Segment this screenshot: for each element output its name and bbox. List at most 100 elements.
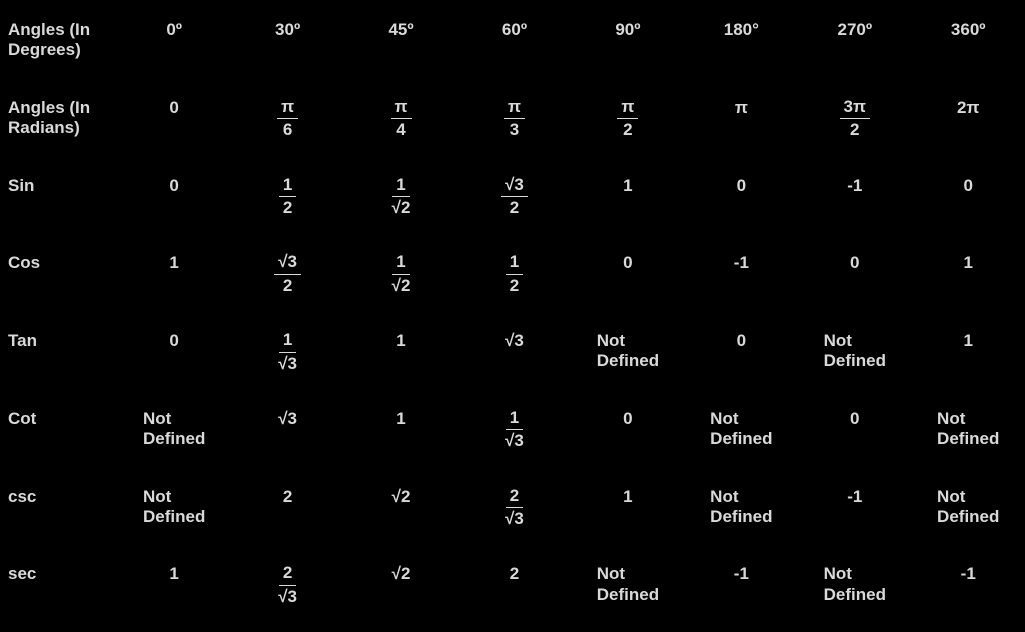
fraction-numerator: 1 xyxy=(392,253,409,275)
cell-value: 1 xyxy=(963,331,972,351)
fraction: π2 xyxy=(617,98,638,140)
table-cell: 0 xyxy=(117,98,230,118)
cell-value: -1 xyxy=(961,564,976,584)
row-header-label: Cot xyxy=(8,409,36,429)
table-row: cscNot Defined2√22√31Not Defined-1Not De… xyxy=(0,477,1025,555)
table-cell: -1 xyxy=(685,564,798,584)
fraction-denominator: 3 xyxy=(506,119,523,140)
table-cell: 3π2 xyxy=(798,98,911,140)
not-defined-label: Not Defined xyxy=(710,409,772,450)
table-cell: √2 xyxy=(344,487,457,507)
fraction-numerator: 3π xyxy=(840,98,870,120)
fraction-numerator: π xyxy=(504,98,525,120)
table-cell: Not Defined xyxy=(798,331,911,372)
table-cell: 1√2 xyxy=(344,253,457,295)
table-cell: 0 xyxy=(117,331,230,351)
cell-value: 1 xyxy=(623,176,632,196)
table-cell: -1 xyxy=(912,564,1025,584)
table-cell: Not Defined xyxy=(912,487,1025,528)
fraction-numerator: 1 xyxy=(506,253,523,275)
table-cell: -1 xyxy=(798,176,911,196)
fraction-denominator: 6 xyxy=(279,119,296,140)
table-cell: 0 xyxy=(117,176,230,196)
not-defined-label: Not Defined xyxy=(824,564,886,605)
table-cell: π3 xyxy=(458,98,571,140)
row-header-label: Cos xyxy=(8,253,40,273)
row-header: Tan xyxy=(0,331,117,351)
cell-value: 360º xyxy=(951,20,986,40)
cell-value: 0 xyxy=(169,331,178,351)
cell-value: 1 xyxy=(963,253,972,273)
row-header-label: Angles (In Radians) xyxy=(8,98,90,139)
row-header: Sin xyxy=(0,176,117,196)
table-cell: Not Defined xyxy=(571,331,684,372)
cell-value: √2 xyxy=(392,487,411,507)
row-header: sec xyxy=(0,564,117,584)
table-cell: Not Defined xyxy=(685,487,798,528)
fraction: 1√2 xyxy=(388,176,415,218)
row-header: csc xyxy=(0,487,117,507)
not-defined-label: Not Defined xyxy=(143,487,205,528)
cell-value: 0 xyxy=(850,409,859,429)
table-cell: Not Defined xyxy=(117,409,230,450)
table-cell: 0 xyxy=(685,331,798,351)
trig-table: Angles (In Degrees)0º30º45º60º90º180°270… xyxy=(0,0,1025,632)
row-header-label: csc xyxy=(8,487,36,507)
cell-value: 1 xyxy=(169,564,178,584)
fraction-numerator: 2 xyxy=(506,487,523,509)
fraction-denominator: √3 xyxy=(501,430,528,451)
cell-value: 0 xyxy=(737,176,746,196)
table-cell: 2π xyxy=(912,98,1025,118)
table-cell: 12 xyxy=(458,253,571,295)
table-cell: √2 xyxy=(344,564,457,584)
fraction: 3π2 xyxy=(840,98,870,140)
not-defined-label: Not Defined xyxy=(143,409,205,450)
cell-value: 90º xyxy=(615,20,640,40)
cell-value: 0 xyxy=(737,331,746,351)
fraction-denominator: √2 xyxy=(388,197,415,218)
table-row: Cos1√321√2120-101 xyxy=(0,243,1025,321)
cell-value: 1 xyxy=(623,487,632,507)
fraction-numerator: √3 xyxy=(274,253,301,275)
table-cell: Not Defined xyxy=(571,564,684,605)
table-cell: 0 xyxy=(571,409,684,429)
table-cell: 45º xyxy=(344,20,457,40)
fraction-denominator: 2 xyxy=(279,275,296,296)
fraction: 12 xyxy=(506,253,523,295)
table-cell: Not Defined xyxy=(798,564,911,605)
fraction: 12 xyxy=(279,176,296,218)
table-cell: Not Defined xyxy=(117,487,230,528)
cell-value: 30º xyxy=(275,20,300,40)
cell-value: √2 xyxy=(392,564,411,584)
fraction-denominator: √3 xyxy=(274,353,301,374)
fraction-numerator: 2 xyxy=(279,564,296,586)
table-cell: 60º xyxy=(458,20,571,40)
table-cell: 12 xyxy=(231,176,344,218)
fraction: 2√3 xyxy=(501,487,528,529)
cell-value: 45º xyxy=(388,20,413,40)
fraction-denominator: √2 xyxy=(388,275,415,296)
cell-value: 0 xyxy=(169,98,178,118)
fraction: 1√3 xyxy=(274,331,301,373)
table-cell: Not Defined xyxy=(685,409,798,450)
table-cell: 1 xyxy=(344,409,457,429)
fraction: √32 xyxy=(501,176,528,218)
cell-value: 0 xyxy=(169,176,178,196)
row-header-label: sec xyxy=(8,564,36,584)
row-header-label: Angles (In Degrees) xyxy=(8,20,90,61)
cell-value: 2 xyxy=(283,487,292,507)
fraction-numerator: π xyxy=(391,98,412,120)
row-header-label: Sin xyxy=(8,176,34,196)
fraction-numerator: π xyxy=(277,98,298,120)
table-cell: 2 xyxy=(458,564,571,584)
table-cell: 2√3 xyxy=(458,487,571,529)
fraction-numerator: 1 xyxy=(279,176,296,198)
table-cell: 1 xyxy=(912,253,1025,273)
table-cell: 0 xyxy=(571,253,684,273)
table-cell: 1 xyxy=(571,176,684,196)
row-header: Cot xyxy=(0,409,117,429)
table-cell: 1√3 xyxy=(231,331,344,373)
cell-value: 0º xyxy=(166,20,182,40)
fraction: π4 xyxy=(391,98,412,140)
fraction-denominator: 2 xyxy=(506,275,523,296)
